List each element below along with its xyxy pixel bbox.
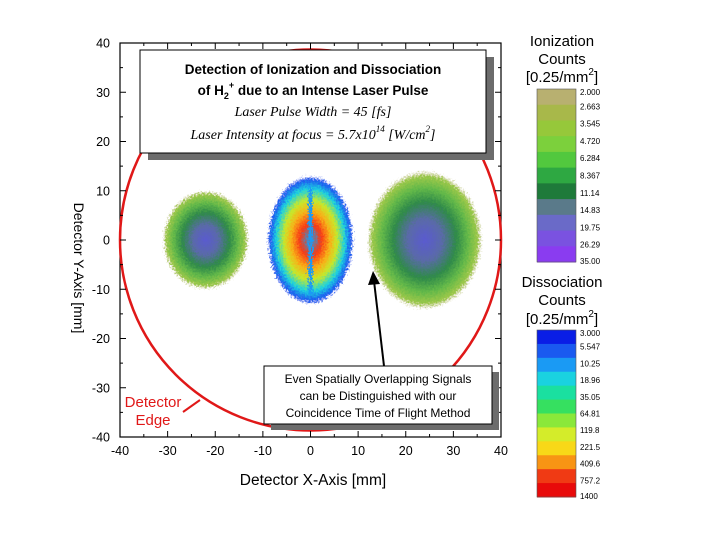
ionization-scale-tick-label: 2.000: [580, 88, 601, 97]
x-tick-label: -10: [254, 444, 272, 458]
title-line-2: of H2+ due to an Intense Laser Pulse: [198, 80, 429, 101]
detector-edge-label-2: Edge: [135, 412, 170, 429]
dissociation-scale-bar-outline: [536, 329, 577, 498]
y-tick-label: 40: [96, 37, 110, 51]
y-tick-label: 0: [103, 234, 110, 248]
y-tick-label: -20: [92, 332, 110, 346]
ionization-scale-swatch: [537, 183, 576, 200]
annotation-line-1: Even Spatially Overlapping Signals: [285, 372, 472, 386]
ionization-scale-tick-label: 3.545: [580, 120, 601, 129]
title-line-3: Laser Pulse Width = 45 [fs]: [234, 105, 392, 120]
ionization-scale-swatch: [537, 136, 576, 153]
heatmap-blob-ionization-right: [367, 171, 482, 309]
title-box: Detection of Ionization and Dissociation…: [139, 49, 494, 160]
ionization-scale: Ionization Counts [0.25/mm2] 2.000 2.663 3…: [526, 33, 601, 266]
ionization-scale-swatch: [537, 246, 576, 263]
ionization-scale-tick-label: 11.14: [580, 189, 600, 198]
ionization-scale-tick-label: 26.29: [580, 241, 601, 250]
axis-ticks: -40 -30 -20 -10 0 10 20 30 40 40 30 20 10 0 -10 -20 -30 -…: [92, 37, 508, 459]
y-tick-label: -30: [92, 381, 110, 395]
y-tick-label: -40: [92, 431, 110, 445]
annotation-arrow: [373, 280, 385, 367]
dissociation-scale-tick-label: 1400: [580, 492, 598, 501]
dissociation-scale-tick-label: 5.547: [580, 343, 601, 352]
dissociation-scale-swatch: [537, 427, 576, 442]
ionization-scale-swatch: [537, 167, 576, 184]
x-tick-label: 0: [307, 444, 314, 458]
dissociation-scale-swatch: [537, 399, 576, 414]
ionization-scale-tick-label: 2.663: [580, 102, 601, 111]
x-axis-label: Detector X-Axis [mm]: [240, 472, 386, 489]
x-tick-label: 30: [446, 444, 460, 458]
y-tick-label: 30: [96, 86, 110, 100]
annotation-line-2: can be Distinguished with our: [300, 389, 457, 403]
y-tick-label: 20: [96, 135, 110, 149]
ionization-scale-title-1: Ionization: [530, 33, 594, 50]
dissociation-scale-swatch: [537, 441, 576, 456]
x-tick-label: 10: [351, 444, 365, 458]
ionization-scale-swatch: [537, 151, 576, 169]
dissociation-scale-swatch: [537, 483, 576, 498]
ionization-scale-swatch: [537, 89, 576, 106]
ionization-scale-swatch: [537, 214, 576, 232]
dissociation-scale-tick-label: 3.000: [580, 329, 601, 338]
dissociation-scale-swatch: [537, 357, 576, 373]
annotation-line-3: Coincidence Time of Flight Method: [286, 406, 471, 420]
ionization-scale-tick-label: 14.83: [580, 206, 601, 215]
ionization-scale-title-2: Counts: [538, 51, 586, 68]
x-tick-label: -40: [111, 444, 129, 458]
heatmap-blob-dissociation-center: [267, 175, 354, 305]
ionization-scale-swatch: [537, 199, 576, 216]
dissociation-scale: Dissociation Counts [0.25/mm2] 3.000 5.54…: [522, 274, 603, 501]
dissociation-scale-title-3: [0.25/mm2]: [526, 309, 598, 328]
x-tick-label: 20: [399, 444, 413, 458]
dissociation-scale-tick-label: 221.5: [580, 443, 601, 452]
dissociation-scale-tick-label: 64.81: [580, 410, 601, 419]
ionization-scale-bar-outline: [536, 88, 577, 263]
title-line-4: Laser Intensity at focus = 5.7x1014 [W/c…: [190, 124, 436, 143]
dissociation-scale-swatch: [537, 385, 576, 401]
dissociation-scale-tick-label: 409.6: [580, 460, 601, 469]
dissociation-scale-swatch: [537, 371, 576, 387]
x-tick-label: -20: [206, 444, 224, 458]
ionization-scale-tick-label: 35.00: [580, 257, 601, 266]
dissociation-scale-swatch: [537, 330, 576, 345]
y-tick-label: -10: [92, 283, 110, 297]
detector-edge-label-1: Detector: [125, 394, 182, 411]
title-line-1: Detection of Ionization and Dissociation: [185, 62, 442, 77]
x-tick-label: 40: [494, 444, 508, 458]
heatmap-layer: [162, 171, 482, 309]
dissociation-scale-tick-label: 18.96: [580, 376, 601, 385]
dissociation-scale-title-2: Counts: [538, 292, 586, 309]
dissociation-scale-tick-label: 10.25: [580, 359, 601, 368]
y-axis-label: Detector Y-Axis [mm]: [71, 203, 87, 334]
ionization-scale-swatch: [537, 120, 576, 137]
ionization-scale-tick-label: 4.720: [580, 137, 601, 146]
x-tick-label: -30: [159, 444, 177, 458]
ionization-scale-swatch: [537, 104, 576, 121]
dissociation-scale-tick-label: 119.8: [580, 426, 600, 435]
annotation-arrowhead: [368, 271, 380, 285]
dissociation-scale-title-1: Dissociation: [522, 274, 603, 291]
y-tick-label: 10: [96, 184, 110, 198]
dissociation-scale-swatch: [537, 343, 576, 359]
detector-edge-pointer: [182, 399, 201, 413]
dissociation-scale-tick-label: 757.2: [580, 476, 601, 485]
ionization-scale-swatch: [537, 230, 576, 247]
ionization-scale-tick-label: 8.367: [580, 172, 601, 181]
ionization-scale-tick-label: 19.75: [580, 223, 601, 232]
ionization-scale-title-3: [0.25/mm2]: [526, 67, 598, 86]
annotation-box: Even Spatially Overlapping Signals can b…: [263, 365, 499, 430]
dissociation-scale-swatch: [537, 455, 576, 470]
dissociation-scale-tick-label: 35.05: [580, 393, 601, 402]
heatmap-blob-ionization-left: [162, 190, 249, 290]
dissociation-scale-swatch: [537, 469, 576, 484]
dissociation-scale-swatch: [537, 413, 576, 428]
ionization-scale-tick-label: 6.284: [580, 154, 601, 163]
